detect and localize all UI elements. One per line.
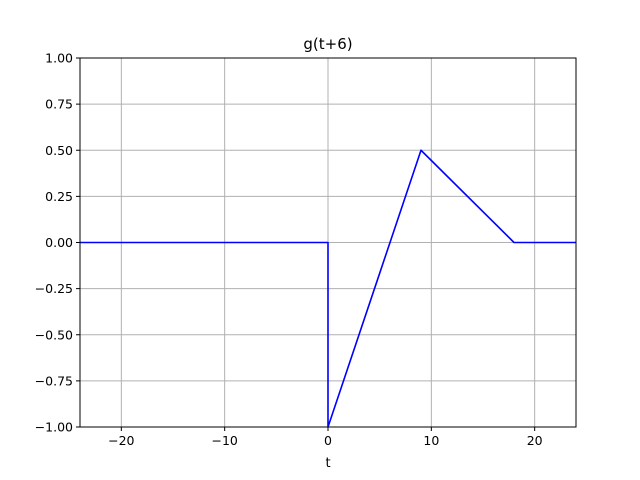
x-tick-label: 10 [423, 433, 439, 448]
x-tick-label: 0 [324, 433, 332, 448]
y-tick-label: 0.50 [45, 143, 73, 158]
x-axis: −20 −10 0 10 20 [108, 427, 543, 448]
y-tick-label: 0.25 [45, 189, 73, 204]
chart-title: g(t+6) [303, 35, 352, 53]
series-layer [80, 149, 576, 428]
y-axis: −1.00 −0.75 −0.50 −0.25 0.00 0.25 0.50 0.75 1.00 [35, 51, 80, 435]
x-axis-label: t [325, 456, 330, 471]
y-tick-label: −0.75 [35, 373, 73, 388]
y-tick-label: 0.75 [45, 97, 73, 112]
x-tick-label: 20 [527, 433, 543, 448]
y-tick-label: −0.25 [35, 281, 73, 296]
x-tick-label: −10 [211, 433, 237, 448]
y-tick-label: −1.00 [35, 420, 73, 435]
series-line [80, 149, 576, 428]
y-tick-label: 0.00 [45, 235, 73, 250]
x-tick-label: −20 [108, 433, 134, 448]
y-tick-label: −0.50 [35, 327, 73, 342]
y-tick-label: 1.00 [45, 51, 73, 66]
